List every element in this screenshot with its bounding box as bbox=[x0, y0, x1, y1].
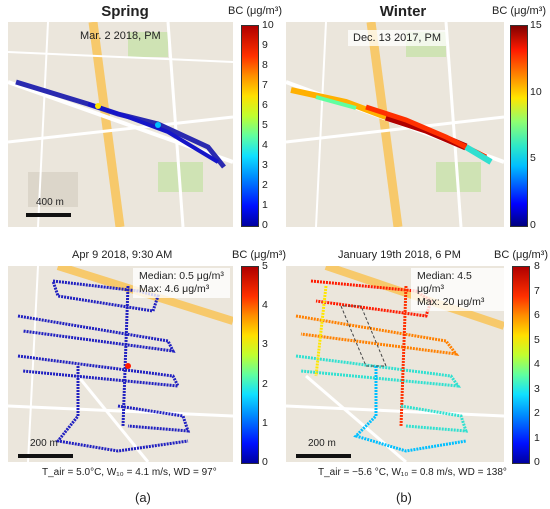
panel-letter-a: (a) bbox=[135, 490, 151, 505]
map-spring-top-base bbox=[8, 22, 233, 227]
colorbar-ticks-spring-bottom: 5 4 3 2 1 0 bbox=[262, 260, 282, 468]
cb-tick: 2 bbox=[262, 179, 268, 191]
cb-tick: 3 bbox=[534, 382, 540, 395]
colorbar-label-bl: BC (μg/m³) bbox=[232, 249, 287, 261]
colorbar-spring-top bbox=[241, 25, 259, 227]
scale-label-winter-bottom: 200 m bbox=[308, 438, 336, 449]
cb-tick: 1 bbox=[534, 431, 540, 444]
met-caption-spring: T_air = 5.0°C, W₁₀ = 4.1 m/s, WD = 97° bbox=[42, 467, 217, 478]
scale-bar-spring-bottom: 200 m bbox=[18, 438, 73, 458]
map-spring-bottom-base bbox=[8, 266, 233, 462]
map-date-winter-top: Dec. 13 2017, PM bbox=[348, 30, 447, 46]
scale-bar-winter-bottom: 200 m bbox=[296, 438, 351, 458]
map-spring-top: Mar. 2 2018, PM 400 m bbox=[8, 22, 233, 227]
cb-tick: 3 bbox=[262, 338, 268, 351]
map-date-spring-bottom: Apr 9 2018, 9:30 AM bbox=[72, 249, 173, 261]
cb-tick: 6 bbox=[534, 309, 540, 321]
colorbar-label-br: BC (μg/m³) bbox=[494, 249, 549, 261]
stats-median: Median: 4.5 μg/m³ bbox=[417, 270, 472, 295]
met-caption-winter: T_air = −5.6 °C, W₁₀ = 0.8 m/s, WD = 138… bbox=[318, 467, 507, 478]
cb-tick: 7 bbox=[262, 79, 268, 91]
cb-tick: 4 bbox=[262, 299, 268, 312]
colorbar-winter-bottom bbox=[512, 266, 530, 464]
cb-tick: 8 bbox=[534, 260, 540, 272]
cb-tick: 10 bbox=[262, 19, 274, 31]
cb-tick: 2 bbox=[262, 377, 268, 390]
panel-letter-b: (b) bbox=[396, 490, 412, 505]
cb-tick: 9 bbox=[262, 39, 268, 51]
colorbar-spring-bottom bbox=[241, 266, 259, 464]
map-spring-bottom: Median: 0.5 μg/m³ Max: 4.6 μg/m³ 200 m bbox=[8, 266, 233, 462]
cb-tick: 15 bbox=[530, 19, 542, 31]
cb-tick: 0 bbox=[262, 219, 268, 231]
stats-median: Median: 0.5 μg/m³ bbox=[139, 270, 224, 282]
colorbar-label-tl: BC (μg/m³) bbox=[228, 5, 283, 17]
scale-label-spring-bottom: 200 m bbox=[30, 438, 58, 449]
cb-tick: 0 bbox=[262, 456, 268, 468]
scale-label-spring-top: 400 m bbox=[36, 197, 64, 208]
colorbar-winter-top bbox=[510, 25, 528, 227]
map-winter-top: Dec. 13 2017, PM bbox=[286, 22, 504, 227]
spring-header: Spring bbox=[101, 3, 149, 20]
cb-tick: 2 bbox=[534, 407, 540, 419]
stats-winter-bottom: Median: 4.5 μg/m³ Max: 20 μg/m³ bbox=[411, 268, 504, 311]
map-winter-bottom-base bbox=[286, 266, 504, 462]
cb-tick: 4 bbox=[262, 139, 268, 151]
map-winter-bottom: Median: 4.5 μg/m³ Max: 20 μg/m³ 200 m bbox=[286, 266, 504, 462]
cb-tick: 6 bbox=[262, 99, 268, 111]
cb-tick: 5 bbox=[530, 152, 536, 165]
colorbar-ticks-winter-top: 15 10 5 0 bbox=[530, 19, 550, 231]
stats-spring-bottom: Median: 0.5 μg/m³ Max: 4.6 μg/m³ bbox=[133, 268, 230, 298]
map-date-spring-top: Mar. 2 2018, PM bbox=[80, 30, 161, 42]
cb-tick: 4 bbox=[534, 358, 540, 370]
colorbar-ticks-spring-top: 10 9 8 7 6 5 4 3 2 1 0 bbox=[262, 19, 286, 231]
cb-tick: 5 bbox=[534, 333, 540, 346]
stats-max: Max: 4.6 μg/m³ bbox=[139, 283, 210, 295]
cb-tick: 5 bbox=[262, 260, 268, 272]
stats-max: Max: 20 μg/m³ bbox=[417, 296, 485, 308]
cb-tick: 1 bbox=[262, 416, 268, 429]
colorbar-ticks-winter-bottom: 8 7 6 5 4 3 2 1 0 bbox=[534, 260, 550, 468]
cb-tick: 10 bbox=[530, 85, 542, 98]
cb-tick: 0 bbox=[534, 456, 540, 468]
cb-tick: 3 bbox=[262, 159, 268, 171]
cb-tick: 5 bbox=[262, 119, 268, 131]
map-date-winter-bottom: January 19th 2018, 6 PM bbox=[338, 249, 461, 261]
cb-tick: 1 bbox=[262, 199, 268, 211]
winter-header: Winter bbox=[379, 3, 427, 20]
colorbar-label-tr: BC (μg/m³) bbox=[492, 5, 547, 17]
cb-tick: 0 bbox=[530, 219, 536, 231]
scale-bar-spring-top: 400 m bbox=[26, 197, 71, 217]
cb-tick: 8 bbox=[262, 59, 268, 71]
cb-tick: 7 bbox=[534, 284, 540, 297]
map-winter-top-base bbox=[286, 22, 504, 227]
